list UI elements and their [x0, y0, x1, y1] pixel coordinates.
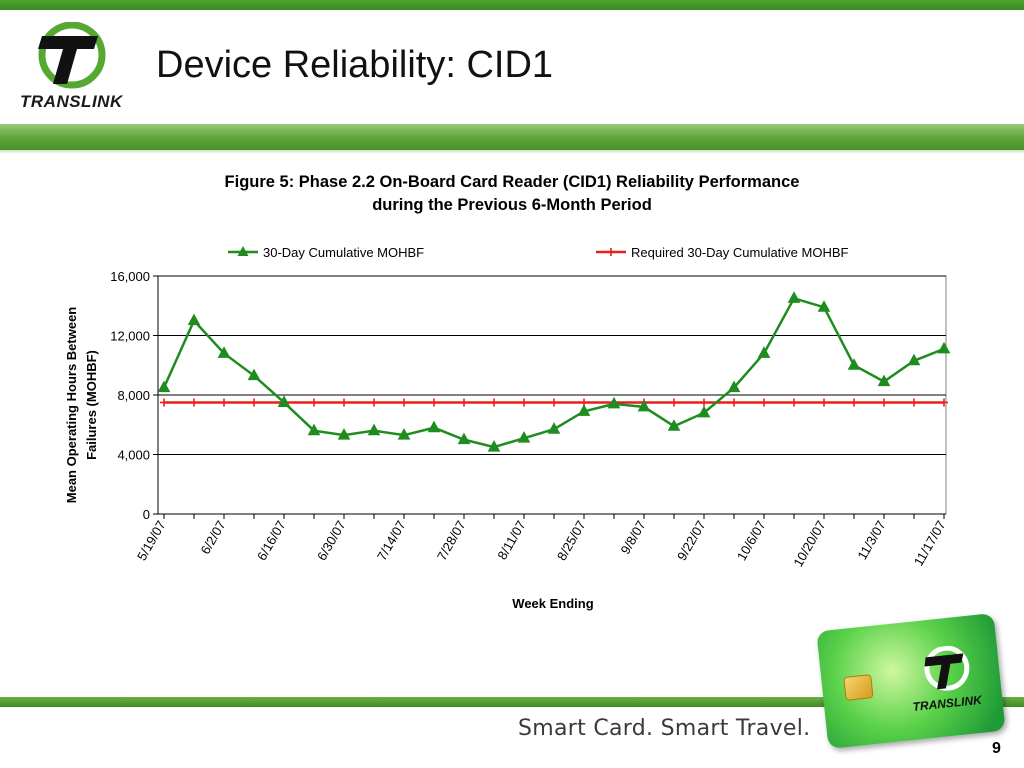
y-tick-label: 4,000	[117, 448, 150, 463]
mohbf-point	[427, 420, 441, 433]
required-mohbf-point	[790, 398, 798, 407]
x-tick-label: 7/14/07	[374, 518, 409, 563]
mohbf-point	[307, 423, 321, 436]
series-30-day-mohbf	[157, 291, 951, 452]
required-mohbf-point	[760, 398, 768, 407]
reliability-line-chart: 30-Day Cumulative MOHBF Required 30-Day …	[64, 245, 951, 611]
required-mohbf-point	[520, 398, 528, 407]
required-mohbf-point	[220, 398, 228, 407]
mohbf-point	[337, 428, 351, 440]
card-t-logo-icon	[924, 645, 970, 691]
required-mohbf-point	[400, 398, 408, 407]
mohbf-point	[907, 353, 921, 366]
mohbf-point	[757, 346, 771, 358]
required-mohbf-point	[850, 398, 858, 407]
x-tick-label: 7/28/07	[434, 518, 469, 563]
required-mohbf-point	[370, 398, 378, 407]
mohbf-point	[517, 431, 531, 443]
tagline: Smart Card. Smart Travel.	[518, 716, 811, 741]
x-tick-label: 6/16/07	[254, 518, 289, 563]
y-axis-label-line-1: Mean Operating Hours Between	[64, 307, 79, 504]
mohbf-point	[577, 404, 591, 416]
required-mohbf-point	[820, 398, 828, 407]
required-mohbf-point	[250, 398, 258, 407]
bottom-rule	[0, 697, 1024, 707]
logo-wordmark: TRANSLINK	[20, 92, 123, 111]
required-mohbf-point	[880, 398, 888, 407]
required-mohbf-point	[670, 398, 678, 407]
required-mohbf-point	[730, 398, 738, 407]
required-mohbf-point	[490, 398, 498, 407]
mohbf-point	[877, 374, 891, 387]
required-mohbf-point	[550, 398, 558, 407]
required-mohbf-point	[460, 398, 468, 407]
mohbf-point	[247, 368, 261, 381]
required-mohbf-point	[160, 398, 168, 407]
y-tick-label: 0	[143, 507, 150, 522]
x-tick-label: 10/20/07	[790, 518, 828, 569]
mohbf-point	[397, 428, 411, 440]
x-tick-label: 10/6/07	[734, 518, 769, 563]
mohbf-point	[847, 358, 861, 370]
figure-caption: Figure 5: Phase 2.2 On-Board Card Reader…	[150, 171, 874, 217]
required-mohbf-point	[340, 398, 348, 407]
x-tick-label: 8/11/07	[494, 518, 528, 562]
mohbf-point	[727, 380, 741, 393]
mohbf-point	[607, 396, 621, 409]
required-mohbf-point	[940, 398, 948, 407]
y-axis-label-line-2: Failures (MOHBF)	[84, 350, 99, 460]
y-tick-label: 8,000	[117, 388, 150, 403]
x-tick-label: 8/25/07	[554, 518, 589, 563]
x-tick-label: 9/22/07	[674, 518, 709, 563]
mohbf-point	[157, 380, 171, 393]
mohbf-point	[817, 300, 831, 312]
y-axis: 0 4,000 8,000 12,000 16,000	[110, 269, 159, 522]
legend-label-required-mohbf: Required 30-Day Cumulative MOHBF	[631, 245, 849, 260]
y-tick-label: 12,000	[110, 329, 150, 344]
x-tick-label: 11/3/07	[854, 518, 888, 562]
mohbf-point	[787, 291, 801, 303]
required-mohbf-point	[190, 398, 198, 407]
legend-triangle-marker	[237, 246, 249, 256]
slide-title: Device Reliability: CID1	[156, 44, 554, 86]
top-rule	[0, 0, 1024, 10]
x-tick-label: 6/2/07	[198, 518, 229, 557]
mohbf-point	[547, 422, 561, 434]
smart-card-image: TRANSLINK	[816, 613, 1006, 749]
mohbf-point	[667, 419, 681, 431]
required-mohbf-point	[910, 398, 918, 407]
x-tick-label: 9/8/07	[618, 518, 649, 557]
mohbf-point	[277, 395, 291, 407]
translink-t-icon	[38, 21, 106, 89]
x-axis: 5/19/07 6/2/07 6/16/07 6/30/07 7/14/07 7/28/0…	[134, 513, 949, 569]
page-number: 9	[992, 740, 1001, 757]
figure-caption-line-2: during the Previous 6-Month Period	[372, 196, 652, 214]
legend-label-mohbf: 30-Day Cumulative MOHBF	[263, 245, 424, 260]
mohbf-point	[487, 440, 501, 452]
mohbf-point	[457, 432, 471, 445]
x-tick-label: 6/30/07	[314, 518, 349, 563]
required-mohbf-point	[700, 398, 708, 407]
x-axis-label: Week Ending	[512, 596, 593, 611]
legend-plus-marker	[607, 248, 615, 256]
mohbf-point	[367, 423, 381, 436]
chart-legend: 30-Day Cumulative MOHBF Required 30-Day …	[228, 245, 849, 260]
figure-caption-line-1: Figure 5: Phase 2.2 On-Board Card Reader…	[224, 173, 800, 191]
mohbf-point	[187, 313, 201, 326]
mohbf-point	[697, 405, 711, 418]
required-mohbf-point	[310, 398, 318, 407]
title-band	[0, 124, 1024, 150]
mohbf-point	[937, 341, 951, 354]
x-tick-label: 5/19/07	[134, 518, 169, 563]
series-required-mohbf	[160, 398, 948, 407]
required-mohbf-point	[430, 398, 438, 407]
title-band-shadow	[0, 150, 1024, 154]
translink-logo: TRANSLINK	[20, 21, 135, 114]
card-chip-icon	[843, 674, 874, 701]
mohbf-point	[217, 346, 231, 358]
x-tick-label: 11/17/07	[911, 518, 949, 568]
mohbf-point	[637, 399, 651, 412]
y-tick-label: 16,000	[110, 269, 150, 284]
